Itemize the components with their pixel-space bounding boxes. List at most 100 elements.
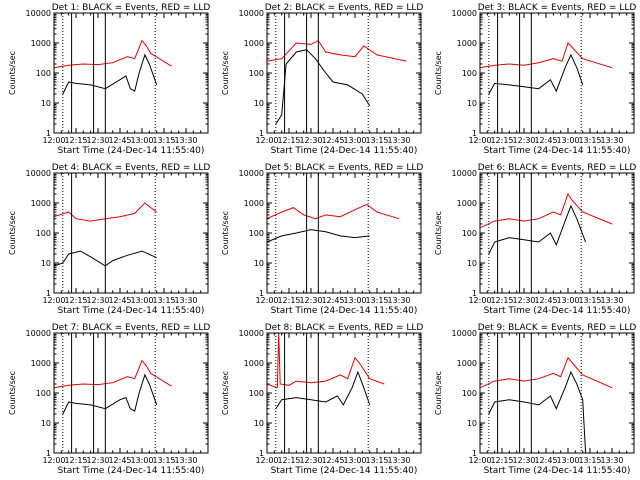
x-tick-label: 13:00	[343, 136, 366, 145]
x-tick-label: 12:30	[86, 136, 109, 145]
events-series-line	[488, 204, 587, 255]
axes-frame	[479, 172, 635, 294]
x-tick-label: 12:15	[277, 136, 300, 145]
y-tick-label: 10000	[452, 9, 477, 18]
x-tick-label: 13:00	[556, 456, 579, 465]
x-tick-label: 12:45	[534, 296, 557, 305]
x-tick-label: 12:30	[299, 296, 322, 305]
x-tick-label: 13:15	[152, 136, 175, 145]
y-tick-label: 10	[41, 259, 51, 268]
axes-frame	[479, 12, 635, 134]
y-tick-label: 1000	[31, 359, 51, 368]
lld-series-line	[266, 39, 407, 62]
events-series-line	[488, 53, 584, 95]
x-tick-label: 12:30	[86, 456, 109, 465]
x-tick-label: 13:00	[556, 136, 579, 145]
lld-series-line	[53, 359, 172, 389]
x-axis-label: Start Time (24-Dec-14 11:55:40)	[271, 306, 418, 316]
x-axis-label: Start Time (24-Dec-14 11:55:40)	[271, 466, 418, 476]
x-tick-label: 12:00	[255, 296, 278, 305]
y-tick-label: 10	[254, 99, 264, 108]
x-axis-label: Start Time (24-Dec-14 11:55:40)	[58, 466, 205, 476]
events-series-line	[488, 370, 587, 454]
y-tick-label: 1	[472, 449, 477, 458]
y-tick-label: 100	[462, 69, 477, 78]
y-axis-label: Counts/sec	[434, 51, 443, 95]
y-tick-label: 1	[259, 129, 264, 138]
x-axis-label: Start Time (24-Dec-14 11:55:40)	[484, 306, 631, 316]
y-axis-label: Counts/sec	[8, 211, 17, 255]
y-axis-label: Counts/sec	[8, 51, 17, 95]
x-tick-label: 12:00	[42, 136, 65, 145]
y-tick-label: 10000	[26, 329, 51, 338]
x-tick-label: 13:00	[343, 296, 366, 305]
x-tick-label: 12:30	[299, 456, 322, 465]
y-tick-label: 10000	[239, 9, 264, 18]
axes-frame	[266, 172, 422, 294]
x-tick-label: 13:30	[174, 136, 197, 145]
y-tick-label: 100	[249, 229, 264, 238]
x-axis-label: Start Time (24-Dec-14 11:55:40)	[484, 466, 631, 476]
panel-title: Det 3: BLACK = Events, RED = LLD	[478, 3, 637, 13]
x-tick-label: 12:00	[255, 136, 278, 145]
x-tick-label: 12:15	[490, 456, 513, 465]
x-tick-label: 12:45	[534, 456, 557, 465]
y-axis-label: Counts/sec	[434, 211, 443, 255]
x-tick-label: 12:00	[42, 456, 65, 465]
x-tick-label: 13:00	[130, 296, 153, 305]
y-tick-label: 1	[259, 289, 264, 298]
x-tick-label: 12:45	[108, 136, 131, 145]
x-tick-label: 12:45	[534, 136, 557, 145]
y-tick-label: 1000	[31, 39, 51, 48]
y-tick-label: 1000	[244, 359, 264, 368]
y-tick-label: 10000	[26, 169, 51, 178]
lld-series-line	[479, 356, 613, 389]
x-tick-label: 12:45	[108, 296, 131, 305]
y-tick-label: 1	[259, 449, 264, 458]
x-tick-label: 13:00	[343, 456, 366, 465]
y-axis-label: Counts/sec	[221, 211, 230, 255]
y-tick-label: 10	[254, 259, 264, 268]
x-tick-label: 13:15	[365, 136, 388, 145]
x-tick-label: 13:30	[387, 136, 410, 145]
lld-series-line	[479, 42, 613, 69]
y-tick-label: 10	[41, 419, 51, 428]
x-axis-label: Start Time (24-Dec-14 11:55:40)	[58, 306, 205, 316]
x-tick-label: 12:30	[512, 456, 535, 465]
axes-frame	[53, 172, 209, 294]
y-tick-label: 100	[36, 229, 51, 238]
events-series-line	[62, 373, 158, 415]
panel-det-1: Det 1: BLACK = Events, RED = LLD 1 10 100 10…	[8, 3, 210, 156]
x-tick-label: 13:15	[365, 296, 388, 305]
panel-det-2: Det 2: BLACK = Events, RED = LLD 1 10 100 10…	[221, 3, 423, 156]
x-tick-label: 13:30	[600, 296, 623, 305]
x-tick-label: 13:00	[556, 296, 579, 305]
y-tick-label: 1000	[457, 359, 477, 368]
panel-title: Det 5: BLACK = Events, RED = LLD	[265, 163, 424, 173]
panel-det-8: Det 8: BLACK = Events, RED = LLD 1 10 100 10…	[221, 323, 423, 476]
y-tick-label: 1	[46, 129, 51, 138]
y-tick-label: 10	[41, 99, 51, 108]
x-tick-label: 13:30	[174, 456, 197, 465]
x-tick-label: 12:30	[86, 296, 109, 305]
events-series-line	[275, 49, 371, 125]
x-tick-label: 12:00	[255, 456, 278, 465]
y-tick-label: 10	[254, 419, 264, 428]
y-tick-label: 10000	[239, 169, 264, 178]
panel-title: Det 1: BLACK = Events, RED = LLD	[52, 3, 211, 13]
panel-title: Det 9: BLACK = Events, RED = LLD	[478, 323, 637, 333]
y-tick-label: 1	[472, 129, 477, 138]
y-tick-label: 10000	[26, 9, 51, 18]
panel-title: Det 2: BLACK = Events, RED = LLD	[265, 3, 424, 13]
y-tick-label: 1	[472, 289, 477, 298]
x-tick-label: 12:30	[512, 136, 535, 145]
y-tick-label: 1000	[244, 39, 264, 48]
panel-det-5: Det 5: BLACK = Events, RED = LLD 1 10 100 10…	[221, 163, 423, 316]
panel-title: Det 8: BLACK = Events, RED = LLD	[265, 323, 424, 333]
x-tick-label: 13:00	[130, 456, 153, 465]
y-tick-label: 100	[249, 389, 264, 398]
x-tick-label: 13:15	[152, 456, 175, 465]
panel-title: Det 7: BLACK = Events, RED = LLD	[52, 323, 211, 333]
x-axis-label: Start Time (24-Dec-14 11:55:40)	[484, 146, 631, 156]
x-tick-label: 12:00	[42, 296, 65, 305]
